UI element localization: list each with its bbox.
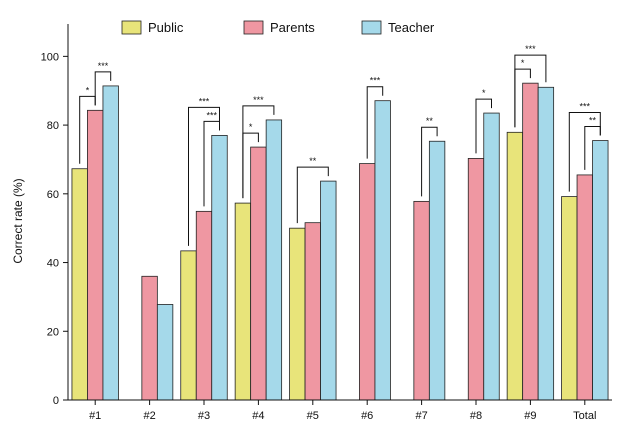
significance-bracket-3 (188, 106, 220, 246)
legend: Public Parents Teacher (121, 20, 435, 35)
significance-bracket-6 (366, 86, 384, 159)
x-tick-label: #2 (143, 410, 155, 422)
bar-public-9 (506, 131, 524, 401)
significance-bracket-7 (421, 126, 438, 197)
y-tick-label: 60 (47, 189, 59, 201)
bar-teacher-6 (374, 100, 391, 401)
axes: 0 20 40 60 80 100 #1 #2 #3 #4 #5 #6 #7 #8 #9 Total (41, 24, 612, 422)
legend-label-public: Public (148, 20, 184, 35)
bars (71, 82, 609, 401)
bar-teacher-1 (102, 85, 119, 401)
legend-swatch-parents (243, 20, 264, 35)
bar-teacher-3 (211, 134, 228, 401)
bar-public-3 (180, 250, 197, 401)
bar-teacher-2 (156, 304, 174, 401)
bar-public-5 (289, 227, 306, 401)
significance-label-6: *** (370, 76, 381, 86)
significance-brackets: ******************************* (79, 44, 601, 246)
significance-bracket-5 (296, 166, 329, 224)
bar-teacher-7 (428, 140, 446, 401)
x-tick-label: #5 (307, 410, 319, 422)
bar-teacher-9 (537, 86, 555, 401)
y-tick-label: 100 (41, 51, 59, 63)
bar-parents-1 (87, 109, 104, 401)
significance-label-total: *** (580, 102, 591, 112)
bar-parents-7 (413, 200, 430, 401)
significance-label-4: *** (253, 95, 264, 105)
significance-label-7: ** (426, 116, 434, 126)
significance-label-1: * (86, 85, 90, 95)
x-tick-label: #8 (470, 410, 482, 422)
bar-teacher-8 (483, 112, 500, 401)
bar-public-1 (71, 168, 88, 401)
significance-label-9: * (521, 58, 525, 68)
bar-public-total (561, 196, 578, 401)
bar-parents-2 (141, 275, 158, 401)
legend-swatch-public (121, 20, 142, 35)
significance-label-1: *** (98, 61, 109, 71)
x-tick-label: #3 (198, 410, 210, 422)
significance-label-9: *** (525, 44, 536, 54)
significance-label-4: * (249, 122, 253, 132)
bar-public-4 (234, 202, 252, 401)
bar-teacher-5 (320, 180, 337, 401)
bar-parents-total (576, 174, 593, 401)
x-tick-label: #9 (524, 410, 536, 422)
significance-bracket-4 (242, 105, 275, 199)
x-tick-label: #1 (89, 410, 101, 422)
significance-bracket-total (568, 112, 601, 192)
y-tick-label: 20 (47, 326, 59, 338)
bar-parents-5 (304, 222, 321, 401)
y-tick-label: 40 (47, 258, 59, 270)
x-tick-label: #4 (252, 410, 264, 422)
legend-swatch-teacher (361, 20, 382, 35)
significance-label-3: *** (199, 96, 210, 106)
significance-label-3: *** (206, 110, 217, 120)
bar-parents-8 (467, 158, 485, 401)
bar-parents-6 (359, 163, 376, 401)
y-tick-label: 80 (47, 120, 59, 132)
significance-bracket-9 (514, 54, 547, 128)
significance-bracket-1 (94, 71, 112, 106)
x-tick-label: #7 (415, 410, 427, 422)
significance-label-total: ** (589, 116, 597, 126)
bar-teacher-4 (265, 119, 283, 401)
significance-bracket-8 (475, 98, 492, 154)
y-tick-label: 0 (53, 395, 59, 407)
bar-teacher-total (592, 140, 609, 401)
legend-label-teacher: Teacher (388, 20, 435, 35)
significance-label-5: ** (309, 156, 317, 166)
bar-parents-4 (250, 146, 267, 401)
significance-label-8: * (482, 88, 486, 98)
y-axis-label: Correct rate (%) (11, 178, 25, 263)
x-tick-label: #6 (361, 410, 373, 422)
legend-label-parents: Parents (270, 20, 315, 35)
bar-parents-3 (195, 210, 213, 401)
x-tick-label: Total (573, 410, 596, 422)
bar-parents-9 (522, 82, 539, 401)
